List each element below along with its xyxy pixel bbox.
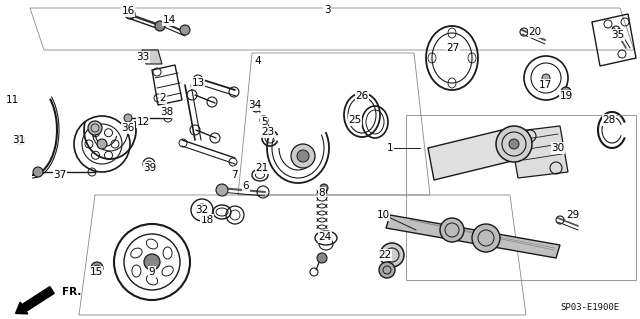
Circle shape [180, 25, 190, 35]
Circle shape [561, 87, 571, 97]
Text: 30: 30 [552, 143, 564, 153]
Text: 23: 23 [261, 127, 275, 137]
Text: 6: 6 [243, 181, 250, 191]
Text: 18: 18 [200, 215, 214, 225]
Text: 27: 27 [446, 43, 460, 53]
Circle shape [472, 224, 500, 252]
Circle shape [252, 104, 260, 112]
Text: 2: 2 [160, 93, 166, 103]
Text: 29: 29 [566, 210, 580, 220]
Text: 10: 10 [376, 210, 390, 220]
Text: 22: 22 [378, 250, 392, 260]
Circle shape [33, 167, 43, 177]
Circle shape [440, 218, 464, 242]
Circle shape [144, 254, 160, 270]
Circle shape [15, 135, 25, 145]
Polygon shape [142, 50, 162, 64]
Text: 8: 8 [319, 188, 325, 198]
Text: 14: 14 [163, 15, 175, 25]
Text: 38: 38 [161, 107, 173, 117]
Text: 19: 19 [559, 91, 573, 101]
Circle shape [291, 144, 315, 168]
Text: 7: 7 [230, 170, 237, 180]
Circle shape [88, 121, 102, 135]
Circle shape [155, 21, 165, 31]
Text: 35: 35 [611, 30, 625, 40]
Text: SP03-E1900E: SP03-E1900E [561, 303, 620, 313]
Text: 36: 36 [122, 123, 134, 133]
Polygon shape [428, 128, 516, 180]
Polygon shape [386, 215, 560, 258]
Circle shape [146, 161, 152, 167]
Text: 16: 16 [122, 6, 134, 16]
Text: 37: 37 [53, 170, 67, 180]
Text: 5: 5 [260, 117, 268, 127]
Text: 1: 1 [387, 143, 394, 153]
Text: 17: 17 [538, 80, 552, 90]
Text: 3: 3 [324, 5, 330, 15]
Text: FR.: FR. [62, 287, 82, 297]
Circle shape [542, 74, 550, 82]
Text: 21: 21 [255, 163, 269, 173]
Circle shape [380, 243, 404, 267]
Polygon shape [510, 126, 568, 178]
Circle shape [297, 150, 309, 162]
Text: 34: 34 [248, 100, 262, 110]
Circle shape [97, 139, 107, 149]
Text: 25: 25 [348, 115, 362, 125]
Text: 24: 24 [318, 232, 332, 242]
Circle shape [320, 184, 328, 192]
Circle shape [124, 114, 132, 122]
Circle shape [125, 9, 135, 19]
Text: 28: 28 [602, 115, 616, 125]
Text: 11: 11 [5, 95, 19, 105]
Circle shape [317, 253, 327, 263]
Text: 39: 39 [143, 163, 157, 173]
Circle shape [216, 184, 228, 196]
Text: 26: 26 [355, 91, 369, 101]
Text: 31: 31 [12, 135, 26, 145]
Text: 33: 33 [136, 52, 150, 62]
Text: 15: 15 [90, 267, 102, 277]
Text: 9: 9 [148, 267, 156, 277]
Text: 4: 4 [255, 56, 261, 66]
FancyArrow shape [15, 287, 54, 314]
Circle shape [509, 139, 519, 149]
Text: 13: 13 [191, 78, 205, 88]
Text: 12: 12 [136, 117, 150, 127]
Circle shape [379, 262, 395, 278]
Circle shape [496, 126, 532, 162]
Circle shape [91, 262, 103, 274]
Text: 20: 20 [529, 27, 541, 37]
Text: 32: 32 [195, 205, 209, 215]
